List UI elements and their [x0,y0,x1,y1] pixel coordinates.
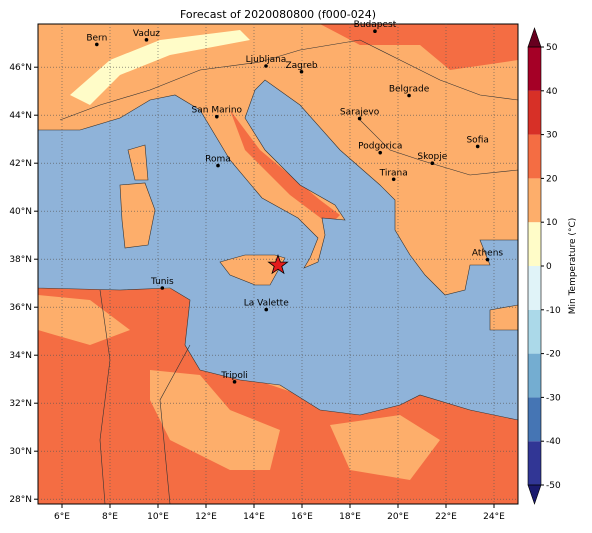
city-dot [160,286,165,290]
x-tick-label: 14°E [243,512,265,522]
colorbar-tick-label: -20 [546,350,561,360]
colorbar-tick-label: -10 [546,306,561,316]
x-tick-label: 6°E [54,512,70,522]
city-label: Tripoli [220,371,248,381]
location-star [267,253,289,275]
x-tick-label: 16°E [291,512,313,522]
city-label: Vaduz [133,29,160,39]
colorbar-tick-label: 50 [546,43,558,53]
city-dot [95,42,99,47]
city-label: Sarajevo [340,108,380,118]
city-label: Podgorica [358,142,402,152]
city-label: Sofia [466,135,488,145]
city-label: Skopje [417,152,447,162]
colorbar-bin [528,353,541,398]
city-label: Belgrade [389,85,430,95]
city-dot [485,257,490,262]
y-tick-label: 32°N [9,399,32,409]
x-tick-label: 18°E [339,512,361,522]
x-tick-label: 22°E [435,512,457,522]
city-dot [357,116,362,121]
y-tick-label: 46°N [9,63,32,73]
city-dot [144,38,149,42]
colorbar-tick-label: -40 [546,437,561,447]
title: Forecast of 2020080800 (f000-024) [180,8,376,21]
city-label: Roma [205,155,231,165]
y-tick-label: 42°N [9,159,32,169]
x-tick-label: 10°E [147,512,169,522]
city-label: La Valette [244,299,289,309]
city-label: Ljubljana [246,55,287,65]
colorbar-bin [528,266,541,310]
colorbar-bin [528,441,541,485]
city-dot [215,114,219,119]
city-dot [216,163,220,168]
city-label: Zagreb [285,61,317,71]
cool-zone [70,30,250,105]
colorbar-bin [528,134,541,179]
city-dot [430,161,435,165]
city-dot [373,29,377,33]
colorbar-tick-label: 0 [546,262,552,272]
colorbar-tick-label: 20 [546,174,558,184]
city-label: Athens [472,249,503,259]
colorbar-bin [528,47,541,91]
colorbar-label: Min Temperature (°C) [568,218,578,315]
map-frame [37,23,519,505]
border [159,344,191,504]
x-tick-label: 24°E [483,512,505,522]
border [99,289,111,504]
warm-zone [38,295,130,345]
city-dot [299,69,304,74]
colorbar-extend [527,484,542,505]
warm-zone [330,415,440,480]
city-dot [378,150,383,155]
city-dot [475,144,480,149]
colorbar-tick-label: -50 [546,481,561,491]
warm-zone [230,110,340,225]
colorbar-tick-label: 40 [546,87,558,97]
island [127,144,149,181]
y-tick-label: 30°N [9,447,32,457]
y-tick-label: 28°N [9,495,32,505]
x-tick-label: 8°E [102,512,118,522]
city-label: Bern [86,33,107,43]
y-tick-label: 34°N [9,351,32,361]
city-label: Budapest [354,20,397,30]
colorbar-tick-label: -30 [546,393,561,403]
colorbar-extend [527,27,542,48]
colorbar-bin [528,309,541,354]
city-dot [264,64,268,68]
city-label: Tirana [379,168,408,178]
border [59,39,518,121]
colorbar-bin [528,178,541,223]
colorbar-tick-label: 30 [546,131,558,141]
city-label: San Marino [192,106,243,116]
colorbar-bin [528,397,541,442]
y-tick-label: 38°N [9,255,32,265]
border [359,119,518,176]
city-label: Tunis [150,277,174,287]
city-dot [232,380,237,384]
warm-zone [150,370,280,470]
city-dot [264,307,269,312]
colorbar-bin [528,90,541,135]
y-tick-label: 44°N [9,111,32,121]
city-dot [407,93,411,98]
island [119,182,156,249]
colorbar-bin [528,222,541,266]
y-tick-label: 36°N [9,303,32,313]
x-tick-label: 20°E [387,512,409,522]
warm-zone [320,24,518,70]
y-tick-label: 40°N [9,207,32,217]
colorbar-tick-label: 10 [546,218,558,228]
x-tick-label: 12°E [195,512,217,522]
city-dot [391,177,396,182]
